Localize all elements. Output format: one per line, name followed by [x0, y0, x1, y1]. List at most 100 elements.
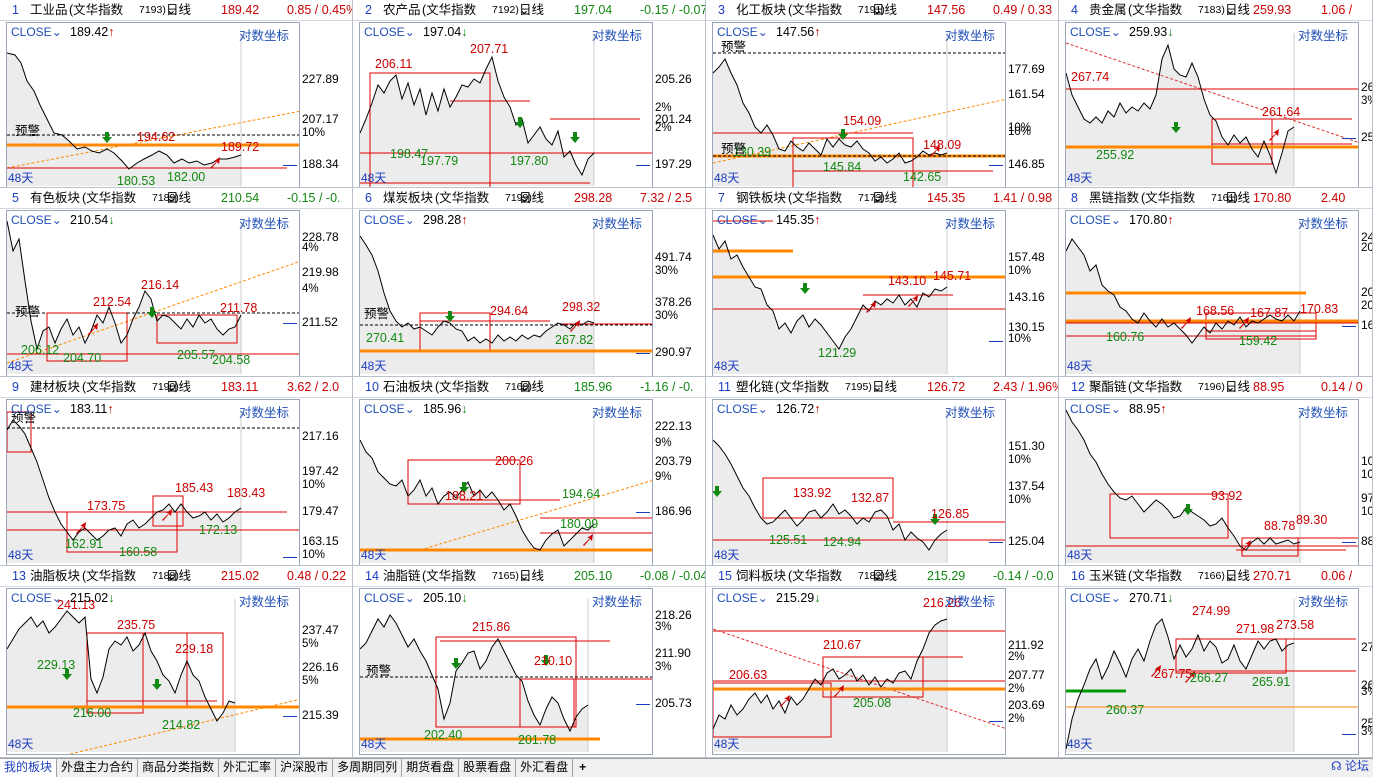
price-plot[interactable]: 294.64 298.32 270.41 267.82 预警 CLOSE⌄ 298.28↑ 对… — [359, 210, 653, 376]
log-axis-toggle[interactable]: 对数坐标 — [591, 217, 642, 231]
chart-panel-7[interactable]: 7 钢铁板块 (文华指数 7173) 日线 ⌄ 145.35 1.41 / 0.98 143.… — [706, 188, 1059, 377]
log-axis-toggle[interactable]: 对数坐标 — [944, 217, 995, 231]
close-series-selector[interactable]: CLOSE⌄ — [11, 402, 62, 416]
price-plot[interactable]: 173.75 185.43 183.43 162.91 160.58 172.13 预警 CL… — [6, 399, 300, 565]
add-tab-button[interactable]: + — [579, 760, 587, 774]
last-price-marker — [283, 165, 297, 166]
price-plot[interactable]: 212.54 216.14 211.78 206.12 204.70 205.57 204.… — [6, 210, 300, 376]
price-line — [7, 220, 242, 351]
chart-panel-16[interactable]: 16 玉米链 (文华指数 7166) 日线 ⌄ 270.71 0.06 / 274.99 271… — [1059, 566, 1373, 758]
panel-instrument-name[interactable]: 煤炭板块 — [383, 191, 434, 205]
bottom-tab[interactable]: 股票看盘 — [459, 759, 517, 777]
close-series-selector[interactable]: CLOSE⌄ — [364, 25, 415, 39]
price-plot[interactable]: 143.10 145.71 121.29 CLOSE⌄ 145.35↑ 对数坐标 48天 — [712, 210, 1006, 376]
log-axis-toggle[interactable]: 对数坐标 — [238, 595, 289, 609]
chart-panel-12[interactable]: 12 聚酯链 (文华指数 7196) 日线 ⌄ 88.95 0.14 / 0 93.92 88.… — [1059, 377, 1373, 566]
price-plot[interactable]: 216.26 210.67 206.63 205.08 CLOSE⌄ 215.29↓ 对数坐… — [712, 588, 1006, 755]
panel-instrument-name[interactable]: 聚酯链 — [1089, 380, 1127, 394]
log-axis-toggle[interactable]: 对数坐标 — [238, 29, 289, 43]
close-series-selector[interactable]: CLOSE⌄ — [11, 591, 62, 605]
chart-panel-10[interactable]: 10 石油板块 (文华指数 7168) 日线 ⌄ 185.96 -1.16 / -0. 200… — [353, 377, 706, 566]
log-axis-toggle[interactable]: 对数坐标 — [1297, 406, 1348, 420]
forum-link[interactable]: ☊ 论坛 — [1331, 758, 1369, 776]
close-series-selector[interactable]: CLOSE⌄ — [717, 402, 768, 416]
log-axis-toggle[interactable]: 对数坐标 — [238, 406, 289, 420]
chart-panel-9[interactable]: 9 建材板块 (文华指数 7190) 日线 ⌄ 183.11 3.62 / 2.0 173.7… — [0, 377, 353, 566]
price-plot[interactable]: 154.09 148.09 130.39 145.84 142.65 预警 预警 CLOSE⌄… — [712, 22, 1006, 187]
close-value-number: 183.11 — [70, 402, 108, 416]
chart-panel-15[interactable]: 15 饲料板块 (文华指数 7182) 日线 ⌄ 215.29 -0.14 / -0.0 21… — [706, 566, 1059, 758]
close-series-selector[interactable]: CLOSE⌄ — [11, 213, 62, 227]
chart-panel-11[interactable]: 11 塑化链 (文华指数 7195) 日线 ⌄ 126.72 2.43 / 1.96% 133… — [706, 377, 1059, 566]
log-axis-toggle[interactable]: 对数坐标 — [944, 29, 995, 43]
bottom-tab[interactable]: 我的板块 — [0, 759, 58, 777]
price-plot[interactable]: 206.11 207.71 198.47 197.79 197.80 CLOSE⌄ 197.… — [359, 22, 653, 187]
price-line — [7, 419, 242, 541]
panel-instrument-name[interactable]: 建材板块 — [30, 380, 81, 394]
price-plot[interactable]: 93.92 88.78 89.30 CLOSE⌄ 88.95↑ 对数坐标 48天 — [1065, 399, 1359, 565]
last-price-marker — [283, 323, 297, 324]
close-series-selector[interactable]: CLOSE⌄ — [1070, 591, 1121, 605]
chart-panel-14[interactable]: 14 油脂链 (文华指数 7165) 日线 ⌄ 205.10 -0.08 / -0.04 21… — [353, 566, 706, 758]
panel-instrument-name[interactable]: 工业品 — [30, 3, 68, 17]
price-plot[interactable]: 200.26 188.21 194.64 180.09 CLOSE⌄ 185.96↓ 对数坐… — [359, 399, 653, 565]
close-series-selector[interactable]: CLOSE⌄ — [717, 25, 768, 39]
chart-panel-3[interactable]: 3 化工板块 (文华指数 7191) 日线 ⌄ 147.56 0.49 / 0.33 154.… — [706, 0, 1059, 188]
close-series-selector[interactable]: CLOSE⌄ — [364, 213, 415, 227]
bottom-tab[interactable]: 多周期同列 — [333, 759, 403, 777]
log-axis-toggle[interactable]: 对数坐标 — [1297, 595, 1348, 609]
price-plot[interactable]: 274.99 271.98 273.58 267.75 266.27 265.91 260.… — [1065, 588, 1359, 755]
log-axis-toggle[interactable]: 对数坐标 — [591, 406, 642, 420]
panel-instrument-name[interactable]: 油脂链 — [383, 569, 421, 583]
panel-instrument-name[interactable]: 钢铁板块 — [736, 191, 787, 205]
chart-panel-5[interactable]: 5 有色板块 (文华指数 7189) 日线 ⌄ 210.54 -0.15 / -0. 212.… — [0, 188, 353, 377]
chart-panel-6[interactable]: 6 煤炭板块 (文华指数 7199) 日线 ⌄ 298.28 7.32 / 2.5 294.6… — [353, 188, 706, 377]
panel-instrument-name[interactable]: 农产品 — [383, 3, 421, 17]
close-series-selector[interactable]: CLOSE⌄ — [364, 402, 415, 416]
log-axis-toggle[interactable]: 对数坐标 — [591, 595, 642, 609]
price-plot[interactable]: 241.13 235.75 229.18 229.13 216.00 214.82 CLOS… — [6, 588, 300, 755]
panel-instrument-name[interactable]: 油脂板块 — [30, 569, 81, 583]
panel-instrument-name[interactable]: 石油板块 — [383, 380, 434, 394]
price-plot[interactable]: 168.56 167.87 170.83 160.76 159.42 CLOSE⌄ 170.… — [1065, 210, 1359, 376]
panel-instrument-name[interactable]: 饲料板块 — [736, 569, 787, 583]
price-plot[interactable]: 215.86 210.10 202.40 201.78 预警 CLOSE⌄ 205.10↓ 对… — [359, 588, 653, 755]
chart-panel-8[interactable]: 8 黑链指数 (文华指数 7161) 日线 ⌄ 170.80 2.40 168.56 167.8… — [1059, 188, 1373, 377]
panel-instrument-name[interactable]: 黑链指数 — [1089, 191, 1140, 205]
bottom-tab[interactable]: 外汇汇率 — [219, 759, 277, 777]
close-series-selector[interactable]: CLOSE⌄ — [717, 213, 768, 227]
close-series-selector[interactable]: CLOSE⌄ — [1070, 402, 1121, 416]
close-series-selector[interactable]: CLOSE⌄ — [717, 591, 768, 605]
bottom-tab[interactable]: 期货看盘 — [402, 759, 460, 777]
panel-instrument-name[interactable]: 贵金属 — [1089, 3, 1127, 17]
price-plot[interactable]: 267.74 261.64 255.92 CLOSE⌄ 259.93↓ 对数坐标 48天 — [1065, 22, 1359, 187]
log-axis-toggle[interactable]: 对数坐标 — [944, 595, 995, 609]
chart-panel-13[interactable]: 13 油脂板块 (文华指数 7188) 日线 ⌄ 215.02 0.48 / 0.22 241… — [0, 566, 353, 758]
price-plot[interactable]: 194.62 189.72 180.53 182.00 预警 CLOSE⌄ 189.42↑ 对… — [6, 22, 300, 187]
y-axis-percent-label: 10% — [1008, 494, 1032, 506]
chart-panel-2[interactable]: 2 农产品 (文华指数 7192) 日线 ⌄ 197.04 -0.15 / -0.07 206… — [353, 0, 706, 188]
log-axis-toggle[interactable]: 对数坐标 — [1297, 29, 1348, 43]
panel-instrument-name[interactable]: 化工板块 — [736, 3, 787, 17]
panel-instrument-name[interactable]: 塑化链 — [736, 380, 774, 394]
price-plot[interactable]: 133.92 132.87 126.85 125.51 124.94 CLOSE⌄ 126.… — [712, 399, 1006, 565]
log-axis-toggle[interactable]: 对数坐标 — [944, 406, 995, 420]
period-label: 日线 — [1225, 569, 1251, 583]
bottom-tab[interactable]: 商品分类指数 — [138, 759, 220, 777]
bottom-tab[interactable]: 外汇看盘 — [516, 759, 574, 777]
chart-panel-4[interactable]: 4 贵金属 (文华指数 7183) 日线 ⌄ 259.93 1.06 / 267.74 261.… — [1059, 0, 1373, 188]
close-series-selector[interactable]: CLOSE⌄ — [11, 25, 62, 39]
close-series-selector[interactable]: CLOSE⌄ — [1070, 25, 1121, 39]
y-axis-percent-label: 10% — [1361, 506, 1372, 518]
close-series-selector[interactable]: CLOSE⌄ — [1070, 213, 1121, 227]
log-axis-toggle[interactable]: 对数坐标 — [238, 217, 289, 231]
bottom-tab[interactable]: 外盘主力合约 — [57, 759, 139, 777]
close-series-selector[interactable]: CLOSE⌄ — [364, 591, 415, 605]
bottom-tab[interactable]: 沪深股市 — [276, 759, 334, 777]
panel-instrument-name[interactable]: 玉米链 — [1089, 569, 1127, 583]
chevron-down-icon: ⌄ — [757, 213, 768, 227]
chart-panel-1[interactable]: 1 工业品 (文华指数 7193) 日线 ⌄ 189.42 0.85 / 0.45% 194.… — [0, 0, 353, 188]
log-axis-toggle[interactable]: 对数坐标 — [1297, 217, 1348, 231]
panel-instrument-name[interactable]: 有色板块 — [30, 191, 81, 205]
log-axis-toggle[interactable]: 对数坐标 — [591, 29, 642, 43]
